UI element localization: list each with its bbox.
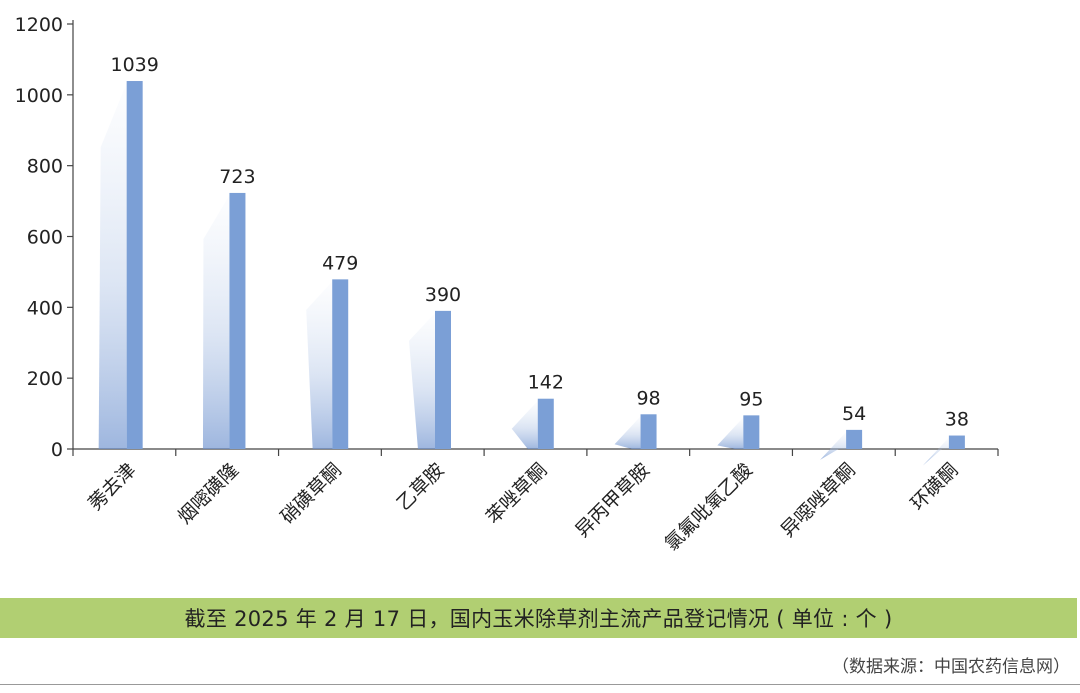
data-label: 38 [945, 409, 969, 431]
x-axis [72, 448, 999, 456]
x-tick-label: 氯氟吡氧乙酸 [661, 459, 757, 555]
figure-caption: 截至 2025 年 2 月 17 日，国内玉米除草剂主流产品登记情况 ( 单位 … [184, 607, 893, 631]
x-tick-label: 苯唑草酮 [482, 459, 551, 528]
bar [332, 279, 349, 449]
y-tick-label: 1200 [15, 14, 63, 36]
bar-shadow [922, 437, 949, 466]
data-label: 54 [842, 403, 866, 425]
y-tick-label: 0 [51, 439, 63, 461]
data-label: 98 [636, 387, 660, 409]
x-tick-label: 烟嘧磺隆 [174, 459, 243, 528]
bar [229, 192, 246, 449]
data-label: 390 [425, 284, 461, 306]
data-label: 95 [739, 388, 763, 410]
bar-shadow [614, 416, 641, 449]
y-axis: 0 200 400 600 800 1000 1200 [15, 14, 74, 461]
bar [640, 414, 657, 449]
bar-shadow [511, 400, 538, 449]
x-tick-label: 乙草胺 [393, 459, 449, 515]
y-tick-label: 400 [27, 297, 63, 319]
x-tick-label: 莠去津 [84, 459, 140, 515]
bars [98, 81, 965, 466]
data-label: 479 [322, 252, 358, 274]
bar [435, 310, 451, 449]
bar-shadow [409, 312, 435, 449]
bar-shadow [717, 417, 744, 449]
caption-band: 截至 2025 年 2 月 17 日，国内玉米除草剂主流产品登记情况 ( 单位 … [0, 598, 1077, 638]
bar [846, 429, 863, 449]
bar-shadow [98, 83, 127, 449]
x-tick-labels: 莠去津 烟嘧磺隆 硝磺草酮 乙草胺 苯唑草酮 异丙甲草胺 氯氟吡氧乙酸 异噁唑草酮 环磺酮 [84, 459, 962, 555]
data-label: 1039 [110, 54, 158, 76]
y-tick-label: 200 [27, 368, 63, 390]
bottom-divider [0, 684, 1080, 685]
data-labels: 1039 723 479 390 142 98 95 54 38 [110, 54, 968, 431]
bar [126, 81, 143, 449]
x-tick-label: 异丙甲草胺 [571, 459, 654, 542]
data-label: 723 [219, 166, 255, 188]
x-tick-label: 环磺酮 [907, 459, 963, 515]
bar [537, 398, 554, 449]
bar-shadow [820, 431, 847, 460]
bar [743, 415, 760, 449]
x-tick-label: 硝磺草酮 [276, 459, 345, 528]
data-source: （数据来源：中国农药信息网） [832, 657, 1070, 677]
bar [948, 435, 965, 449]
data-label: 142 [528, 372, 564, 394]
y-tick-label: 600 [27, 227, 63, 249]
bar-chart: 0 200 400 600 800 1000 1200 1039 723 479 390 142 98… [15, 14, 999, 555]
y-tick-label: 800 [27, 156, 63, 178]
x-tick-label: 异噁唑草酮 [777, 459, 860, 542]
bar-shadow [202, 194, 230, 449]
bar-shadow [306, 281, 333, 449]
y-tick-label: 1000 [15, 85, 63, 107]
